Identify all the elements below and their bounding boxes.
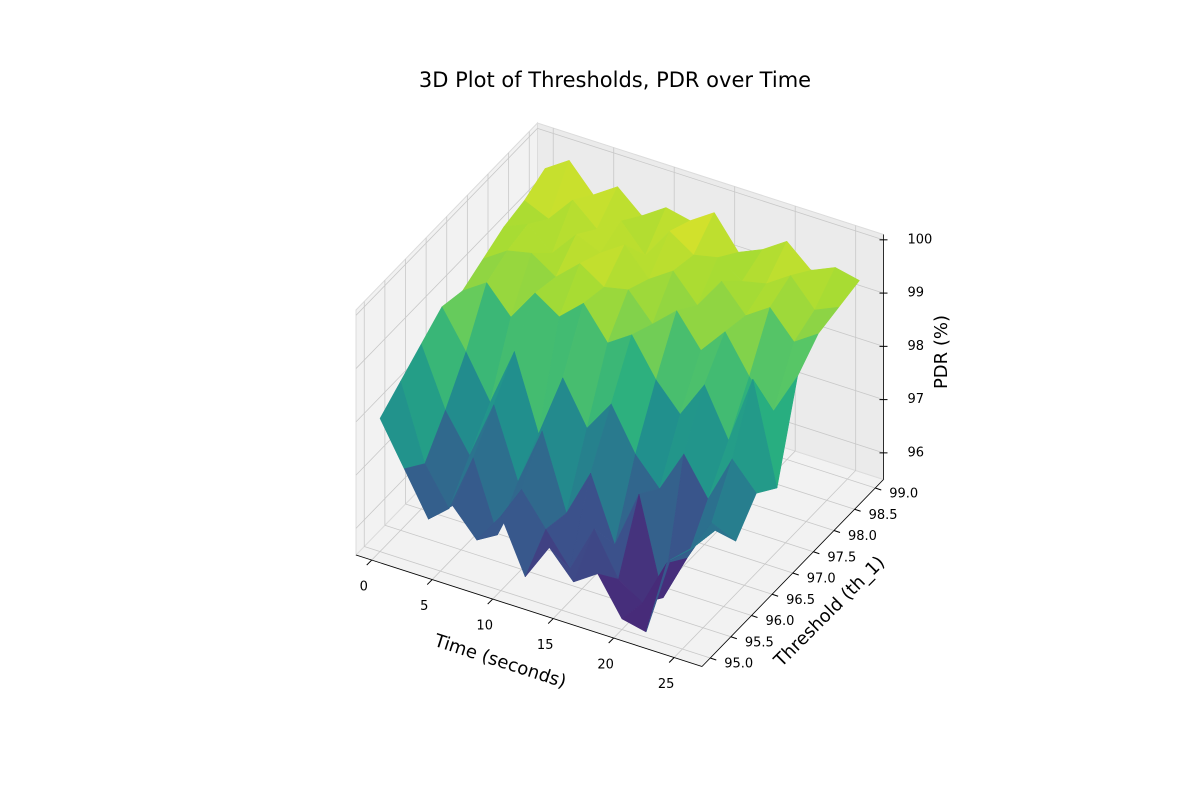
x-tick-label: 15	[537, 638, 554, 653]
tick-mark	[751, 615, 758, 618]
tick-mark	[366, 559, 373, 566]
surface-patch	[670, 530, 716, 561]
z-axis-label: PDR (%)	[931, 315, 952, 389]
x-tick-label: 25	[658, 677, 675, 692]
axis-line	[355, 554, 703, 667]
x-tick-label: 10	[476, 619, 493, 634]
tick-mark	[854, 508, 861, 512]
y-tick-label: 96.0	[766, 614, 795, 629]
tick-mark	[426, 579, 433, 585]
tick-mark	[668, 657, 675, 663]
z-tick-label: 98	[908, 339, 925, 354]
z-tick-label: 97	[908, 392, 925, 407]
tick-mark	[833, 530, 841, 533]
y-tick-label: 95.0	[724, 657, 753, 672]
tick-mark	[608, 637, 615, 644]
x-tick-label: 20	[597, 658, 614, 673]
y-tick-label: 98.5	[869, 508, 898, 523]
tick-mark	[730, 636, 738, 640]
axis-line	[701, 479, 884, 667]
grid-line	[364, 546, 711, 659]
tick-mark	[771, 593, 779, 597]
y-tick-label: 96.5	[786, 593, 815, 608]
z-tick-label: 96	[908, 445, 925, 460]
grid-line	[355, 181, 538, 369]
grid-line	[384, 524, 731, 638]
tick-mark	[487, 598, 494, 605]
y-tick-label: 99.0	[889, 487, 918, 502]
grid-line	[355, 128, 538, 316]
tick-mark	[710, 657, 717, 661]
z-tick-label: 99	[908, 286, 925, 301]
y-tick-label: 97.0	[807, 572, 836, 587]
x-tick-label: 5	[420, 599, 428, 614]
grid-line	[537, 127, 884, 241]
y-tick-label: 95.5	[745, 635, 774, 650]
tick-mark	[547, 618, 554, 624]
y-tick-label: 98.0	[848, 529, 877, 544]
y-tick-label: 97.5	[827, 550, 856, 565]
tick-mark	[875, 487, 882, 491]
chart-title: 3D Plot of Thresholds, PDR over Time	[419, 68, 811, 92]
tick-mark	[792, 572, 799, 576]
z-tick-label: 100	[908, 232, 933, 247]
tick-mark	[813, 551, 820, 555]
x-tick-label: 0	[360, 580, 368, 595]
